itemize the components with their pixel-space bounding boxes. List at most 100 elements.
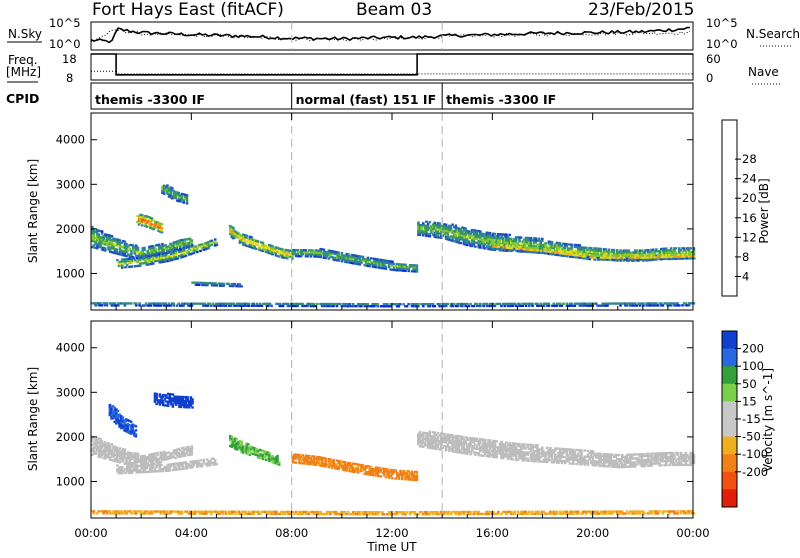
power-cell	[124, 266, 127, 268]
power-cell	[164, 302, 167, 304]
power-cell	[376, 303, 379, 305]
velocity-cell	[541, 447, 544, 449]
power-cell	[101, 230, 104, 232]
velocity-cell	[495, 454, 498, 456]
velocity-cell	[419, 431, 422, 433]
power-cell	[685, 302, 688, 304]
power-cell	[570, 246, 573, 248]
power-cell	[362, 256, 365, 258]
velocity-cell	[276, 455, 279, 457]
power-cell	[658, 250, 661, 252]
velocity-cell	[536, 446, 539, 448]
power-cell	[427, 225, 430, 227]
power-cell	[259, 303, 262, 305]
power-cell	[293, 251, 296, 253]
colorbar-tick-label: 24	[742, 172, 757, 186]
velocity-cell	[155, 397, 158, 399]
power-cell	[169, 304, 172, 306]
power-cell	[518, 303, 521, 305]
power-cell	[593, 259, 596, 261]
velocity-cell	[110, 408, 113, 410]
power-cell	[620, 259, 623, 261]
velocity-cell	[186, 396, 189, 398]
power-cell	[222, 285, 225, 287]
velocity-cell	[566, 452, 569, 454]
power-cell	[681, 251, 684, 253]
power-cell	[639, 255, 642, 257]
velocity-cell	[451, 434, 454, 436]
power-cell	[255, 248, 258, 250]
power-cell	[502, 246, 505, 248]
power-cell	[489, 232, 492, 234]
velocity-cell	[458, 447, 461, 449]
velocity-cell	[121, 472, 124, 474]
power-cell	[196, 249, 199, 251]
power-cell	[518, 240, 521, 242]
power-cell	[510, 238, 513, 240]
freq-tick-bottom: 8	[66, 71, 73, 85]
velocity-cell	[172, 406, 175, 408]
power-cell	[373, 305, 376, 307]
power-cell	[174, 197, 177, 199]
cpid-segment-label: normal (fast) 151 IF	[296, 92, 436, 107]
velocity-cell	[422, 436, 425, 438]
power-xticks	[91, 113, 693, 310]
power-cell	[551, 243, 554, 245]
power-cell	[683, 255, 686, 257]
power-cell	[306, 305, 309, 307]
velocity-cell	[135, 433, 138, 435]
power-cell	[119, 239, 122, 241]
power-cell	[245, 237, 248, 239]
power-cell	[311, 249, 314, 251]
power-cell	[191, 241, 194, 243]
power-cell	[611, 259, 614, 261]
velocity-cell	[191, 406, 194, 408]
power-cell	[399, 303, 402, 305]
power-cell	[151, 217, 154, 219]
velocity-cell	[437, 438, 440, 440]
velocity-cell	[600, 453, 603, 455]
power-cell	[104, 249, 107, 251]
velocity-cell	[130, 452, 133, 454]
power-cell	[574, 305, 577, 307]
velocity-cell	[191, 453, 194, 455]
power-cell	[598, 255, 601, 257]
power-cell	[135, 245, 138, 247]
velocity-cell	[464, 442, 467, 444]
power-cell	[152, 262, 155, 264]
power-cell	[416, 268, 419, 270]
power-cell	[466, 303, 469, 305]
velocity-cell	[551, 455, 554, 457]
velocity-cell	[500, 441, 503, 443]
power-cell	[404, 264, 407, 266]
power-cell	[504, 305, 507, 307]
velocity-cell	[196, 466, 199, 468]
velocity-cell	[523, 443, 526, 445]
power-cell	[173, 302, 176, 304]
power-cell	[182, 201, 185, 203]
power-cell	[161, 229, 164, 231]
power-cell	[433, 222, 436, 224]
power-cell	[150, 304, 153, 306]
velocity-cell	[99, 438, 102, 440]
power-cell	[571, 252, 574, 254]
velocity-cell	[329, 458, 332, 460]
colorbar-tick-label: 4	[742, 269, 749, 283]
power-cell	[451, 224, 454, 226]
power-cell	[256, 303, 259, 305]
velocity-cell	[156, 452, 159, 454]
power-cell	[499, 303, 502, 305]
power-cell	[641, 249, 644, 251]
power-cell	[610, 257, 613, 259]
power-cell	[634, 259, 637, 261]
velocity-cell	[191, 447, 194, 449]
power-cell	[619, 304, 622, 306]
velocity-cell	[247, 443, 250, 445]
power-cell	[288, 305, 291, 307]
velocity-cell	[152, 464, 155, 466]
power-cell	[139, 265, 142, 267]
velocity-cell	[313, 455, 316, 457]
power-cell	[474, 246, 477, 248]
power-cell	[518, 246, 521, 248]
